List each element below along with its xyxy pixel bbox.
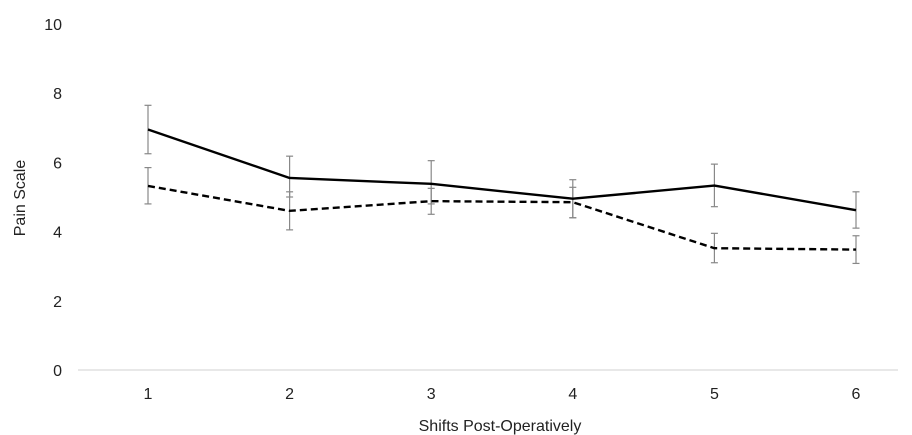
error-bar [569,186,577,219]
x-axis-title: Shifts Post-Operatively [419,418,582,435]
x-tick-label: 6 [852,386,861,403]
error-bar [144,166,152,205]
y-tick-label: 10 [44,17,62,34]
y-tick-label: 8 [53,86,62,103]
error-bar [427,187,435,215]
y-tick-label: 6 [53,155,62,172]
x-tick-label: 5 [710,386,719,403]
series-lines [147,128,857,251]
y-tick-label: 4 [53,225,62,242]
error-bar [852,235,860,265]
x-axis-ticks: 1 2 3 4 5 6 [144,386,861,403]
y-tick-label: 0 [53,363,62,380]
x-tick-label: 3 [427,386,436,403]
solid-series-line [147,128,857,212]
x-tick-label: 2 [285,386,294,403]
x-tick-label: 1 [144,386,153,403]
y-axis-ticks: 0 2 4 6 8 10 [44,17,62,380]
x-tick-label: 4 [568,386,577,403]
dashed-series-line [147,184,857,251]
error-bars [144,104,860,265]
y-axis-title: Pain Scale [12,160,29,237]
y-tick-label: 2 [53,294,62,311]
